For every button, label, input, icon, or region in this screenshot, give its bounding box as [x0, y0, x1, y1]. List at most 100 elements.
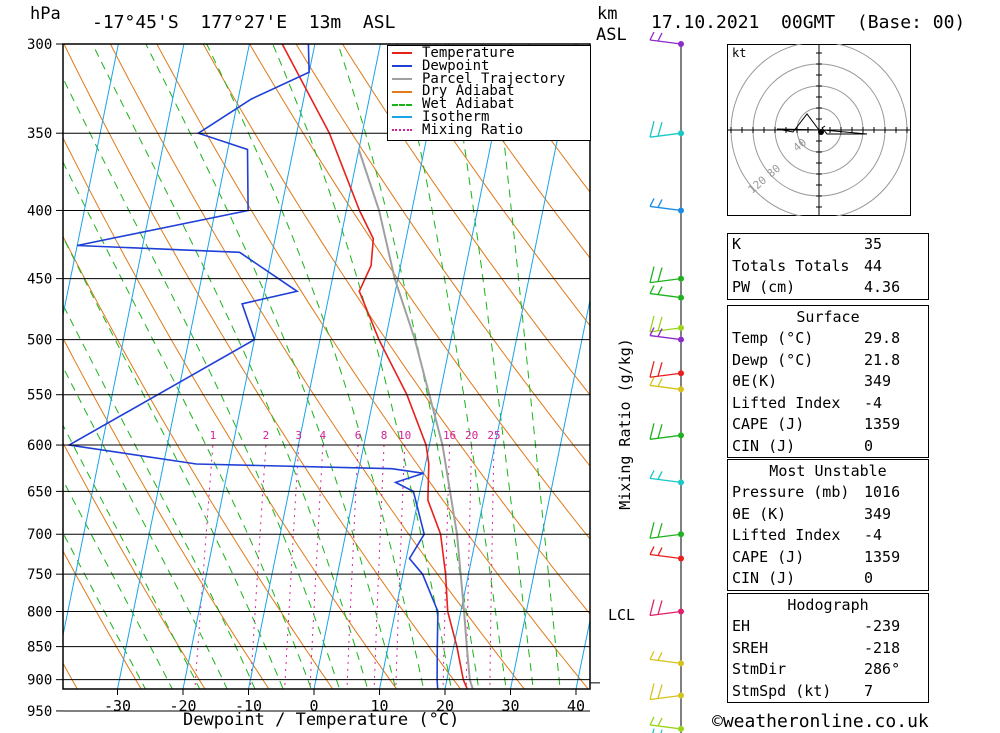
index-label: Temp (°C) [732, 329, 814, 347]
wet-adiabat-line [63, 77, 341, 689]
legend-item-temperature: Temperature [388, 45, 590, 61]
temperature-tick-label: -30 [104, 697, 131, 715]
legend-label: Parcel Trajectory [422, 70, 566, 87]
wind-barb-flag [657, 652, 663, 661]
wind-barb-flag [657, 286, 663, 295]
isotherm-line [63, 44, 119, 318]
general-indices-panel: K 35 Totals Totals 44 PW (cm) 4.36 [727, 233, 929, 300]
mixing-ratio-line [373, 445, 385, 689]
dry-adiabat-line [434, 44, 590, 259]
index-row: CAPE (J) 1359 [728, 547, 928, 569]
wind-barb [649, 384, 682, 391]
index-row: StmDir 286° [728, 659, 928, 681]
hpa-unit-label: hPa [30, 4, 61, 24]
legend-swatch [392, 77, 412, 80]
index-row: Lifted Index -4 [728, 393, 928, 415]
index-row: Dewp (°C) 21.8 [728, 350, 928, 372]
hodograph-section-title: Hodograph [787, 596, 869, 614]
dry-adiabat-line [63, 235, 334, 689]
index-label: Lifted Index [732, 393, 841, 412]
isotherm-line [247, 44, 381, 689]
dry-adiabat-line [109, 44, 525, 689]
index-value: 29.8 [864, 329, 901, 347]
index-value: 349 [864, 504, 892, 523]
wind-barb-flag [649, 315, 655, 333]
surface-indices-panel: Surface Temp (°C) 29.8 Dewp (°C) 21.8 θE(K) 3… [727, 305, 929, 458]
mixing-ratio-label: 3 [295, 429, 302, 442]
index-value: 0 [864, 569, 874, 587]
wind-barb [649, 694, 682, 701]
isotherm-line [509, 297, 590, 689]
wind-barb-flag [657, 684, 663, 699]
pressure-tick-label: 850 [27, 640, 52, 656]
wind-barb-flag [657, 316, 663, 332]
index-row: θE(K) 349 [728, 371, 928, 393]
index-row: SREH -218 [728, 638, 928, 660]
mixing-ratio-line [465, 445, 473, 689]
wet-adiabat-line [63, 424, 201, 689]
index-label: StmDir [732, 660, 787, 678]
legend-label: Mixing Ratio [422, 121, 524, 138]
wind-barb-flag [657, 199, 663, 208]
wind-barb-flag [657, 378, 663, 387]
wind-barb [649, 434, 682, 440]
hodograph-indices-panel: Hodograph EH -239 SREH -218 StmDir 286° StmSpd… [727, 593, 929, 703]
wind-barb [649, 610, 682, 617]
index-row: Totals Totals 44 [728, 256, 928, 278]
wet-adiabat-line [63, 235, 284, 689]
pressure-tick-label: 650 [27, 484, 52, 500]
dry-adiabat-line [63, 550, 142, 689]
dry-adiabat-line [202, 44, 590, 615]
index-value: 21.8 [864, 350, 901, 369]
index-label: CIN (J) [732, 436, 796, 455]
wind-barb [649, 372, 682, 378]
pressure-tick-label: 350 [27, 126, 52, 142]
pressure-tick-label: 750 [27, 567, 52, 583]
legend-swatch [392, 90, 412, 93]
wind-barb-flag [649, 522, 655, 539]
index-row: StmSpd (kt) 7 [728, 681, 928, 703]
isotherm-line [63, 44, 185, 638]
index-label: PW (cm) [732, 278, 796, 296]
legend-swatch [392, 65, 412, 68]
wind-barb-flag [649, 121, 655, 138]
dewpoint-profile [66, 44, 439, 689]
isotherm-line [0, 4, 61, 733]
isotherm-line [116, 44, 250, 689]
location-title: -17°45'S 177°27'E 13m ASL [92, 12, 396, 33]
index-value: 349 [864, 372, 892, 390]
dry-adiabat-line [249, 44, 590, 540]
dry-adiabat-line [388, 44, 590, 327]
wind-barb-flag [649, 377, 655, 386]
wind-barb [649, 533, 682, 539]
wind-barb-flag [660, 729, 663, 733]
most-unstable-section-title: Most Unstable [769, 462, 887, 480]
mixing-ratio-label: 2 [263, 429, 270, 442]
wind-barb [649, 205, 682, 212]
wind-barb-flag [649, 546, 655, 555]
dry-adiabat-line [63, 662, 78, 689]
index-label: EH [732, 617, 751, 635]
wind-barb-flag [649, 327, 655, 336]
index-row: θE (K) 349 [728, 504, 928, 526]
wind-barb [649, 39, 682, 45]
index-value: 4.36 [864, 278, 901, 296]
wind-barb-flag [657, 122, 663, 137]
legend-label: Temperature [422, 45, 515, 61]
index-value: 44 [864, 256, 883, 275]
parcel-trajectory-profile [357, 149, 474, 689]
temperature-tick-label: -20 [169, 697, 196, 715]
pressure-tick-label: 900 [27, 673, 52, 689]
datetime-title: 17.10.2021 00GMT (Base: 00) [651, 12, 966, 33]
index-label: θE(K) [732, 372, 778, 390]
index-label: Totals Totals [732, 256, 850, 275]
index-row: Pressure (mb) 1016 [728, 482, 928, 504]
pressure-tick-label: 600 [27, 438, 52, 454]
index-row: CAPE (J) 1359 [728, 414, 928, 436]
index-value: 1359 [864, 415, 901, 433]
legend-item-wet-adiabat: Wet Adiabat [388, 97, 590, 111]
wind-barb [649, 724, 682, 730]
temperature-tick-label: 30 [501, 697, 519, 715]
wind-barb-flag [649, 683, 655, 700]
pressure-tick-label: 300 [27, 37, 52, 53]
